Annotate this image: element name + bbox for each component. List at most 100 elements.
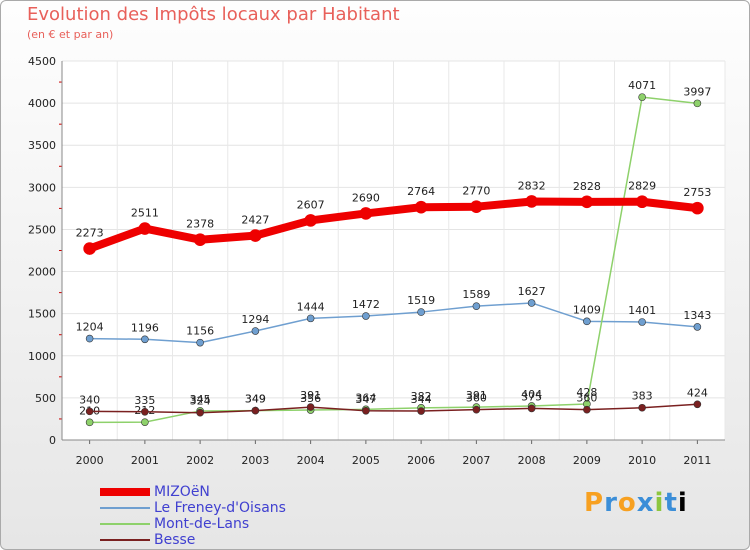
y-tick-label: 0: [49, 434, 56, 447]
y-tick-label: 1500: [28, 308, 56, 321]
data-label: 335: [134, 394, 155, 407]
data-label: 4071: [628, 79, 656, 92]
data-point: [362, 406, 370, 415]
data-label: 428: [576, 386, 597, 399]
series-line: [89, 403, 698, 414]
data-label: 404: [521, 388, 542, 401]
y-tick-label: 4000: [28, 97, 56, 110]
data-label: 347: [355, 393, 376, 406]
data-label: 364: [355, 391, 376, 404]
legend-label: Le Freney-d'Oisans: [154, 500, 286, 516]
data-label: 345: [190, 393, 211, 406]
data-label: 344: [411, 393, 432, 406]
chart-title: Evolution des Impôts locaux par Habitant: [27, 4, 400, 25]
data-label: 3997: [683, 85, 711, 98]
data-label: 2753: [683, 186, 711, 199]
data-label: 382: [411, 390, 432, 403]
data-label: 349: [245, 393, 266, 406]
data-label: 391: [300, 389, 321, 402]
y-tick-label: 2500: [28, 223, 56, 236]
data-point: [693, 323, 702, 331]
data-point: [525, 195, 538, 208]
data-label: 360: [576, 392, 597, 405]
data-label: 424: [687, 386, 708, 399]
data-point: [472, 302, 481, 310]
data-point: [251, 327, 260, 335]
data-label: 324: [190, 395, 211, 408]
data-point: [306, 403, 315, 411]
legend-swatch: [100, 488, 150, 496]
data-point: [472, 405, 481, 414]
chart-subtitle: (en € et par an): [27, 28, 114, 41]
data-point: [141, 335, 149, 344]
legend-label: Besse: [154, 532, 196, 548]
x-tick-label: 2002: [186, 454, 214, 467]
data-label: 2273: [76, 227, 104, 240]
y-tick-label: 4500: [28, 55, 56, 68]
data-point: [359, 207, 373, 220]
x-tick-label: 2007: [462, 454, 490, 467]
y-tick-label: 3500: [28, 139, 56, 152]
legend-item: MIZOëN: [100, 484, 286, 500]
data-label: 2690: [352, 191, 380, 204]
data-point: [85, 418, 94, 427]
x-tick-label: 2008: [518, 454, 546, 467]
data-label: 1294: [241, 313, 269, 326]
data-point: [638, 93, 646, 101]
data-point: [414, 200, 428, 214]
legend-item: Besse: [100, 532, 286, 548]
data-label: 1343: [683, 309, 711, 322]
data-point: [638, 403, 646, 412]
legend-label: MIZOëN: [154, 484, 210, 500]
data-label: 2828: [573, 180, 601, 193]
data-label: 375: [521, 390, 542, 403]
data-label: 1204: [76, 321, 104, 334]
legend-swatch: [100, 539, 150, 541]
data-label: 1444: [297, 300, 325, 313]
data-label: 383: [632, 390, 653, 403]
x-tick-label: 2006: [407, 454, 435, 467]
x-tick-label: 2009: [573, 454, 601, 467]
data-point: [196, 338, 204, 347]
data-point: [470, 200, 483, 214]
data-point: [583, 317, 591, 326]
data-point: [141, 418, 149, 426]
legend: MIZOëN Le Freney-d'Oisans Mont-de-Lans Bess…: [100, 484, 286, 548]
legend-item: Mont-de-Lans: [100, 516, 286, 532]
data-label: 2427: [241, 214, 269, 227]
y-tick-label: 500: [35, 392, 56, 405]
data-point: [193, 233, 207, 247]
data-point: [417, 407, 425, 415]
data-point: [83, 242, 96, 255]
data-point: [417, 308, 425, 316]
data-point: [196, 408, 204, 417]
data-label: 1627: [518, 285, 546, 298]
series-line: [89, 302, 698, 344]
data-point: [362, 312, 370, 320]
data-label: 2764: [407, 185, 435, 198]
x-tick-label: 2003: [241, 454, 269, 467]
data-point: [85, 334, 94, 343]
data-label: 1409: [573, 303, 601, 316]
data-point: [638, 318, 646, 326]
data-label: 2378: [186, 218, 214, 231]
data-point: [527, 404, 536, 413]
data-point: [635, 195, 649, 209]
legend-label: Mont-de-Lans: [154, 516, 250, 532]
data-point: [693, 99, 702, 108]
data-point: [306, 314, 315, 323]
y-tick-label: 1000: [28, 350, 56, 363]
data-label: 1472: [352, 298, 380, 311]
data-point: [251, 406, 260, 415]
data-label: 1519: [407, 294, 435, 307]
legend-swatch: [100, 507, 150, 509]
data-label: 2511: [131, 207, 159, 220]
data-point: [141, 407, 149, 416]
data-label: 349: [245, 393, 266, 406]
data-point: [693, 400, 702, 409]
x-tick-label: 2010: [628, 454, 656, 467]
legend-swatch: [100, 523, 150, 525]
data-point: [85, 407, 94, 416]
data-point: [580, 195, 594, 209]
